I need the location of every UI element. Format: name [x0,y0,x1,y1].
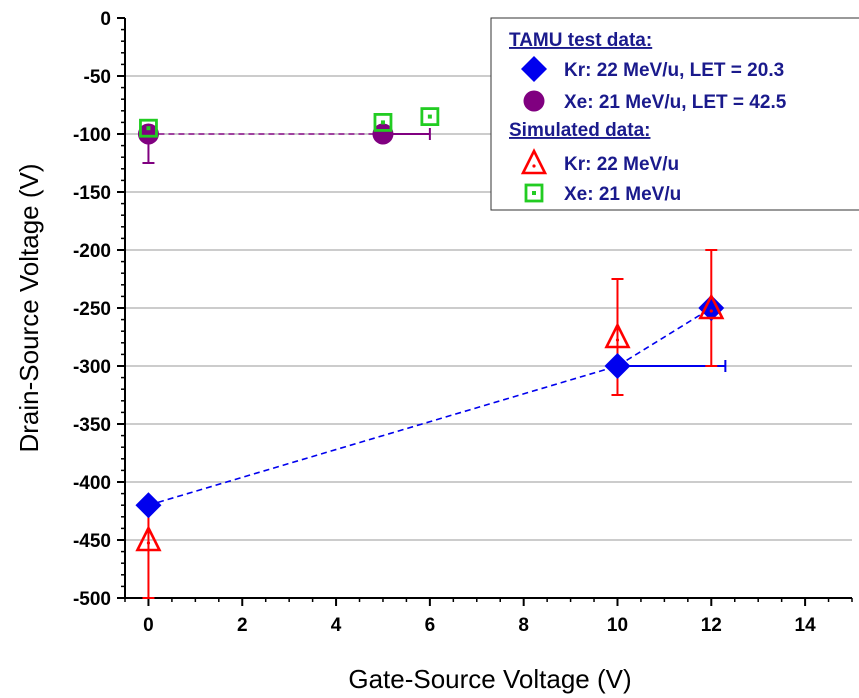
y-tick-label: -100 [73,125,111,146]
series-4-marker [139,118,158,138]
legend-marker-1 [521,56,547,82]
series-4-marker [373,113,393,132]
series-1-marker [604,353,631,379]
legend-marker-3-outline [520,148,548,175]
x-tick-label: 4 [331,615,342,636]
y-tick-label: -400 [73,473,111,494]
y-tick-label: -350 [73,415,111,436]
data-markers [135,107,725,552]
x-tick-label: 14 [795,615,817,636]
series-3-marker [135,525,162,552]
series-1-line [148,307,712,506]
y-axis-title: Drain-Source Voltage (V) [14,163,44,452]
series-1-marker [698,295,725,321]
series-4-marker-dot [380,120,385,125]
y-tick-label: 0 [100,9,111,30]
legend-label-3: Kr: 22 MeV/u [564,154,679,175]
legend-marker-2 [523,90,545,112]
legend-sim-header: Simulated data: [509,120,650,141]
series-2-marker [137,123,159,145]
y-tick-label: -150 [73,183,111,204]
series-4-marker-outline [139,118,158,138]
x-tick-label: 12 [701,615,722,636]
x-axis-title: Gate-Source Voltage (V) [348,664,631,694]
series-3-marker-outline [698,293,725,320]
y-tick-label: -250 [73,299,111,320]
series-4-marker-dot [146,126,151,131]
x-tick-label: 0 [143,615,154,636]
legend: TAMU test data: Simulated data: Kr: 22 M… [490,17,859,211]
series-3-marker-dot [146,541,151,545]
y-tick-label: -300 [73,357,111,378]
series-1-marker [135,492,162,519]
y-tick-label: -450 [73,531,111,552]
grid-lines [125,75,852,541]
x-tick-label: 10 [607,615,628,636]
series-3-marker [604,322,631,349]
legend-box [490,17,859,211]
tick-labels: 0 -50 -100 -150 -200 -250 -300 -350 -400 -450 -500… [73,9,816,636]
y-tick-label: -200 [73,241,111,262]
series-3-marker-dot [709,309,713,313]
x-tick-label: 6 [425,615,436,636]
series-2-marker [372,123,394,145]
legend-items: Kr: 22 MeV/u, LET = 20.3 Xe: 21 MeV/u, LE… [520,56,787,205]
x-tick-label: 8 [518,615,529,636]
series-lines [148,133,712,506]
legend-label-4: Xe: 21 MeV/u [564,184,681,205]
series-3-marker [698,293,725,320]
series-3-marker-dot [615,338,620,342]
legend-label-1: Kr: 22 MeV/u, LET = 20.3 [564,60,784,81]
series-4-marker [420,107,440,126]
tick-marks [117,17,853,606]
y-tick-label: -50 [84,67,111,88]
legend-marker-4-dot [532,191,536,195]
legend-marker-4 [524,183,544,203]
y-tick-label: -500 [73,589,111,610]
series-4-marker-outline [373,113,393,132]
legend-label-2: Xe: 21 MeV/u, LET = 42.5 [564,92,787,113]
legend-marker-3 [520,148,548,175]
legend-marker-4-outline [524,183,544,203]
x-tick-label: 2 [237,615,248,636]
series-4-marker-outline [420,107,440,126]
series-4-marker-dot [427,114,432,119]
legend-marker-3-dot [532,164,536,168]
series-3-marker-outline [604,322,631,349]
legend-test-header: TAMU test data: [509,30,652,51]
series-3-marker-outline [135,525,162,552]
